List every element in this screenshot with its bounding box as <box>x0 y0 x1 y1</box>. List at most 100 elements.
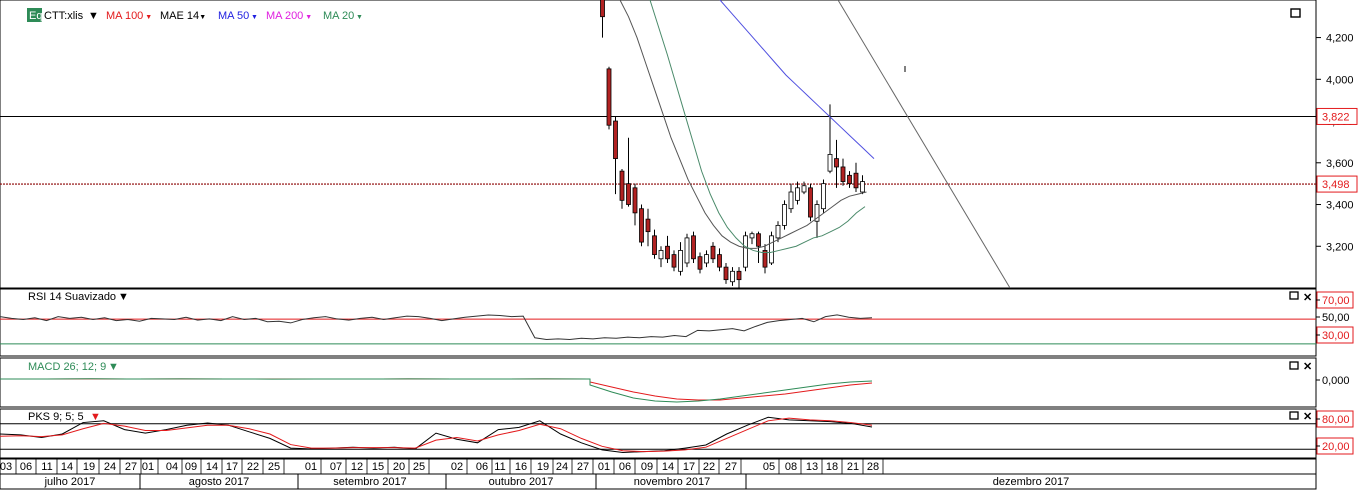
candle <box>684 237 690 264</box>
y-tick-label: 3,400 <box>1326 200 1354 212</box>
rsi-title[interactable]: RSI 14 Suavizado <box>28 291 116 303</box>
month-label: setembro 2017 <box>333 476 406 488</box>
candle <box>665 245 670 260</box>
date-tick-label: 15 <box>372 461 384 473</box>
candle <box>749 233 755 239</box>
candle <box>834 158 839 168</box>
date-tick-label: 03 <box>0 461 12 473</box>
candle <box>710 245 716 260</box>
candle <box>860 181 865 193</box>
eq-badge <box>27 8 42 22</box>
candle <box>639 208 644 243</box>
chevron-down-icon[interactable]: ▼ <box>118 291 129 303</box>
close-icon[interactable]: ✕ <box>1303 361 1312 373</box>
chevron-down-icon[interactable]: ▼ <box>90 411 101 423</box>
legend-item[interactable]: MA 200 <box>266 10 303 22</box>
price-marker-label: 3,822 <box>1322 111 1350 123</box>
level-label: 50,00 <box>1322 312 1350 324</box>
chevron-down-icon[interactable]: ▼ <box>251 14 258 21</box>
date-tick-label: 14 <box>61 461 73 473</box>
date-axis: 03 06 11 14 19 24 27 01 04 09 14 17 22 25 01 07 12 15 20 25… <box>0 458 1317 490</box>
candle <box>717 254 722 268</box>
level-label: 70,00 <box>1322 295 1350 307</box>
macd-panel: MACD 26; 12; 9 ▼ ✕ <box>0 357 1317 408</box>
close-icon[interactable]: ✕ <box>1303 292 1312 304</box>
date-tick-label: 02 <box>451 461 463 473</box>
date-tick-label: 09 <box>185 461 197 473</box>
candle <box>788 191 794 210</box>
y-tick-label: 4,200 <box>1326 33 1354 45</box>
price-panel <box>0 0 1317 289</box>
price-marker-label: 3,498 <box>1322 179 1350 191</box>
chevron-down-icon[interactable]: ▼ <box>145 14 152 21</box>
indicator-axis: 70,00 50,00 30,00 0,000 80,00 20,00 <box>1316 291 1354 455</box>
chevron-down-icon[interactable]: ▼ <box>356 14 363 21</box>
trend-line <box>837 0 1011 289</box>
maximize-icon[interactable] <box>1290 8 1301 18</box>
candle <box>821 183 826 210</box>
date-tick-label: 01 <box>305 461 317 473</box>
mae14-line <box>619 0 867 249</box>
chevron-down-icon[interactable]: ▼ <box>108 361 119 373</box>
ma50-line <box>719 0 875 159</box>
date-tick-label: 28 <box>867 461 879 473</box>
date-tick-label: 21 <box>847 461 859 473</box>
maximize-icon[interactable] <box>1289 361 1299 370</box>
ma20-line <box>649 0 866 254</box>
date-tick-label: 27 <box>577 461 589 473</box>
symbol-label[interactable]: CTT:xlis <box>44 10 84 22</box>
pks-d-line <box>0 417 873 453</box>
macd-panel-frame <box>0 357 1317 408</box>
date-tick-label: 22 <box>703 461 715 473</box>
candle <box>840 166 846 182</box>
macd-title[interactable]: MACD 26; 12; 9 <box>28 361 106 373</box>
candle <box>775 224 781 239</box>
legend-item[interactable]: MA 20 <box>323 10 354 22</box>
price-marker <box>1316 175 1358 193</box>
month-label: julho 2017 <box>44 476 96 488</box>
date-tick-label: 08 <box>785 461 797 473</box>
pks-title[interactable]: PKS 9; 5; 5 <box>28 411 84 423</box>
date-tick-label: 06 <box>20 461 32 473</box>
rsi-line <box>0 314 873 340</box>
price-panel-frame <box>0 0 1317 289</box>
chevron-down-icon[interactable]: ▼ <box>199 14 206 21</box>
date-tick-label: 19 <box>537 461 549 473</box>
level-label: 20,00 <box>1322 441 1350 453</box>
candle <box>853 172 859 189</box>
candle <box>769 235 774 264</box>
level-label: 80,00 <box>1322 414 1350 426</box>
candle <box>671 254 677 268</box>
legend-item[interactable]: MA 50 <box>218 10 249 22</box>
candle <box>814 204 820 222</box>
close-icon[interactable]: ✕ <box>1303 411 1312 423</box>
date-tick-label: 24 <box>556 461 568 473</box>
candle <box>658 250 664 260</box>
chevron-down-icon[interactable]: ▼ <box>305 14 312 21</box>
candle <box>606 68 612 126</box>
date-tick-label: 27 <box>725 461 737 473</box>
candle <box>600 0 605 18</box>
date-tick-label: 05 <box>763 461 775 473</box>
candle <box>704 254 709 264</box>
date-tick-label: 06 <box>619 461 631 473</box>
candle <box>808 187 813 218</box>
candle <box>678 250 683 272</box>
date-tick-label: 11 <box>41 461 52 473</box>
legend-item[interactable]: MA 100 <box>106 10 143 22</box>
candle <box>782 204 787 226</box>
level-label: 0,000 <box>1322 375 1350 387</box>
date-tick-label: 27 <box>125 461 137 473</box>
date-tick-label: 25 <box>268 461 280 473</box>
date-tick-label: 14 <box>662 461 674 473</box>
price-marker <box>1316 107 1358 125</box>
rsi-panel: RSI 14 Suavizado ▼ ✕ <box>0 288 1317 357</box>
maximize-icon[interactable] <box>1289 411 1299 420</box>
candle <box>723 266 729 281</box>
chevron-down-icon[interactable]: ▼ <box>88 10 99 22</box>
candle <box>730 270 735 283</box>
maximize-icon[interactable] <box>1289 291 1299 300</box>
legend-item[interactable]: MAE 14 <box>160 10 199 22</box>
date-tick-label: 17 <box>683 461 695 473</box>
